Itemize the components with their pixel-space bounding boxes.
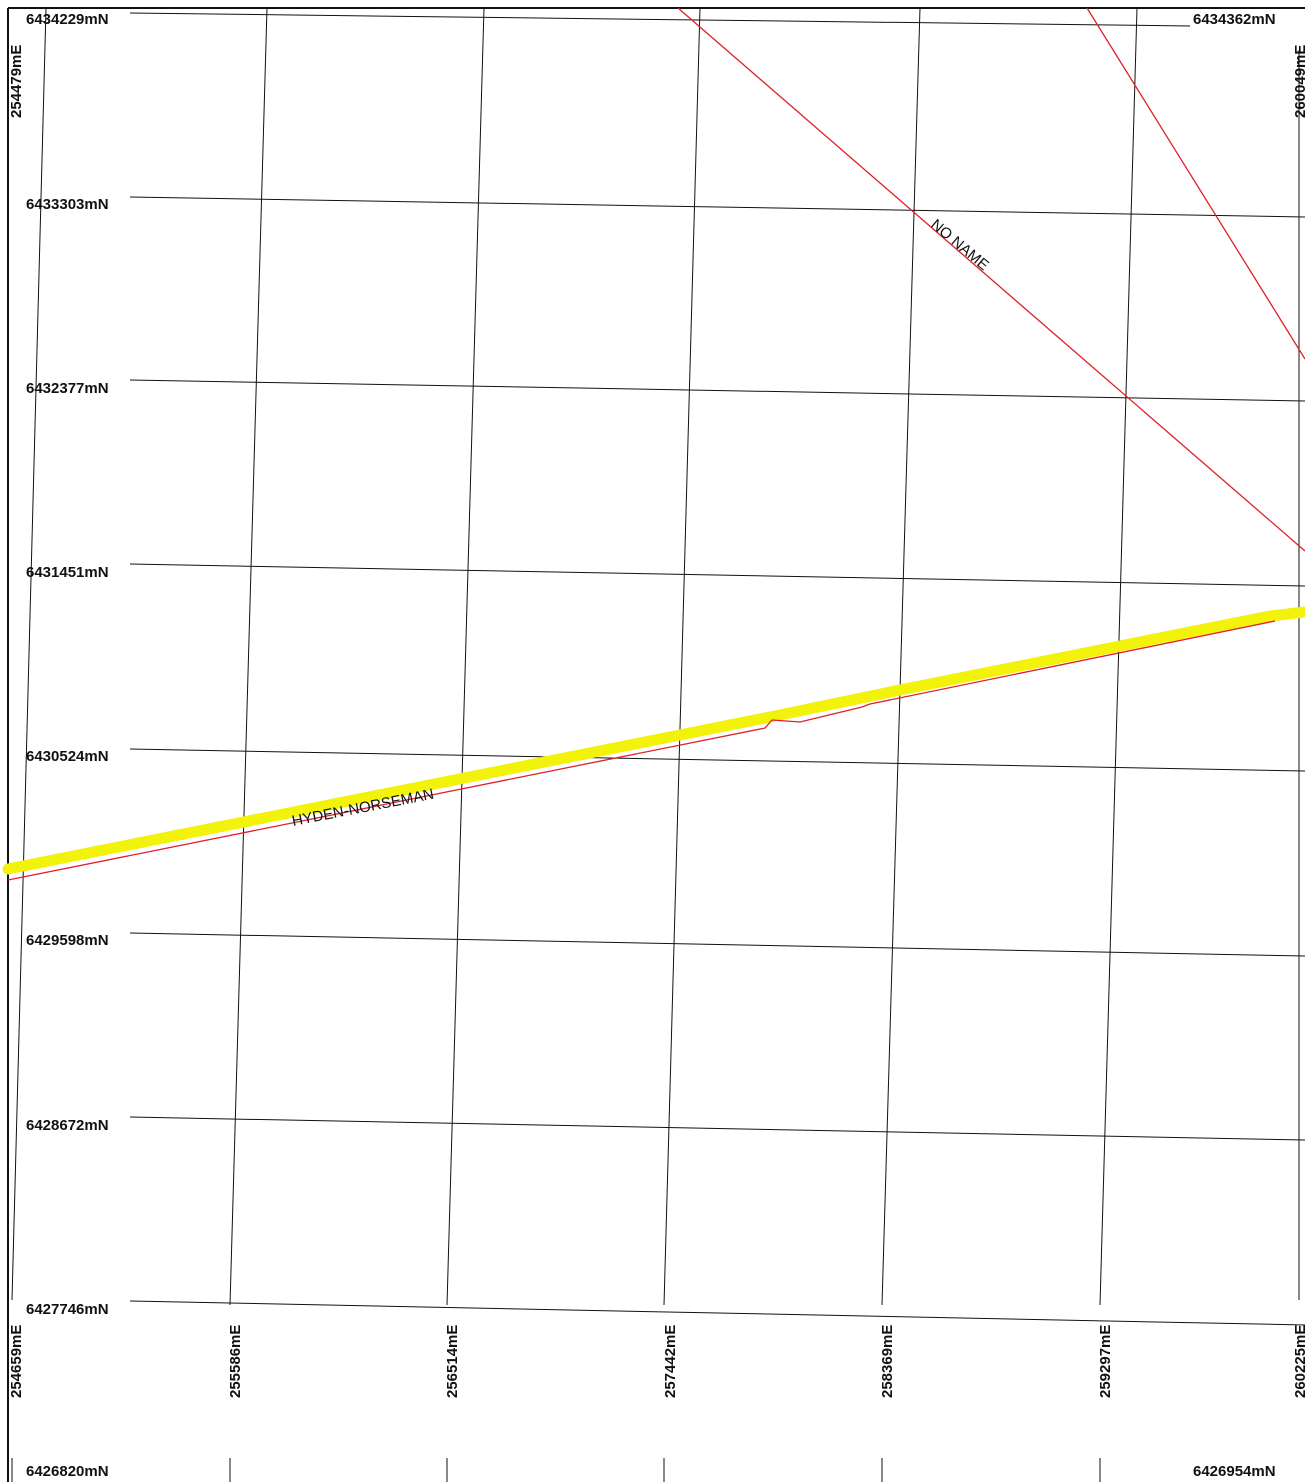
northing-label: 6426954mN [1193,1463,1276,1480]
northing-label: 6434362mN [1193,11,1276,28]
northing-label: 6428672mN [26,1117,109,1134]
easting-label: 259297mE [1097,1325,1114,1398]
northing-label: 6426820mN [26,1463,109,1480]
grid-line-257442 [663,7,701,1306]
grid-line-259297 [1099,7,1138,1306]
easting-label: 257442mE [662,1325,679,1398]
easting-labels: 254479mE 260049mE 254659mE 255586mE 2565… [8,45,1305,1398]
road-highlight [2,606,1305,875]
road-unnamed-east [1086,7,1305,360]
northing-label: 6430524mN [26,748,109,765]
grid-line-6429598 [129,932,1305,957]
northing-label: 6429598mN [26,932,109,949]
road-centerline [7,620,1276,881]
northing-label: 6427746mN [26,1301,109,1318]
road-label-no-name: NO NAME [927,216,992,274]
easting-label: 258369mE [879,1325,896,1398]
grid-line-6428672 [129,1116,1305,1141]
grid-line-256514 [446,7,485,1306]
grid-line-6433303 [129,196,1305,218]
northing-label: 6434229mN [26,11,109,28]
grid-line-6427746 [129,1300,1305,1326]
easting-label: 254659mE [8,1325,25,1398]
northing-labels: 6434229mN 6434362mN 6433303mN 6432377mN … [26,11,1276,1480]
easting-grid-lines [11,7,1300,1482]
easting-label: 260049mE [1292,45,1305,118]
grid-line-6430524 [129,748,1305,772]
northing-label: 6433303mN [26,196,109,213]
grid-line-255586 [229,7,268,1306]
grid-line-6432377 [129,379,1305,402]
northing-label: 6432377mN [26,380,109,397]
road-no-name [677,7,1305,552]
grid-line-258369 [881,7,921,1306]
grid-line-254659 [11,7,47,1301]
northing-label: 6431451mN [26,564,109,581]
easting-label: 256514mE [444,1325,461,1398]
map-frame [7,7,1305,1482]
northing-grid-lines [129,12,1305,1326]
easting-label: 260225mE [1292,1325,1305,1398]
grid-line-6431451 [129,563,1305,587]
easting-label: 254479mE [8,45,25,118]
grid-line-6434229 [129,12,1191,27]
easting-label: 255586mE [227,1325,244,1398]
road-hyden-norseman [2,606,1305,881]
